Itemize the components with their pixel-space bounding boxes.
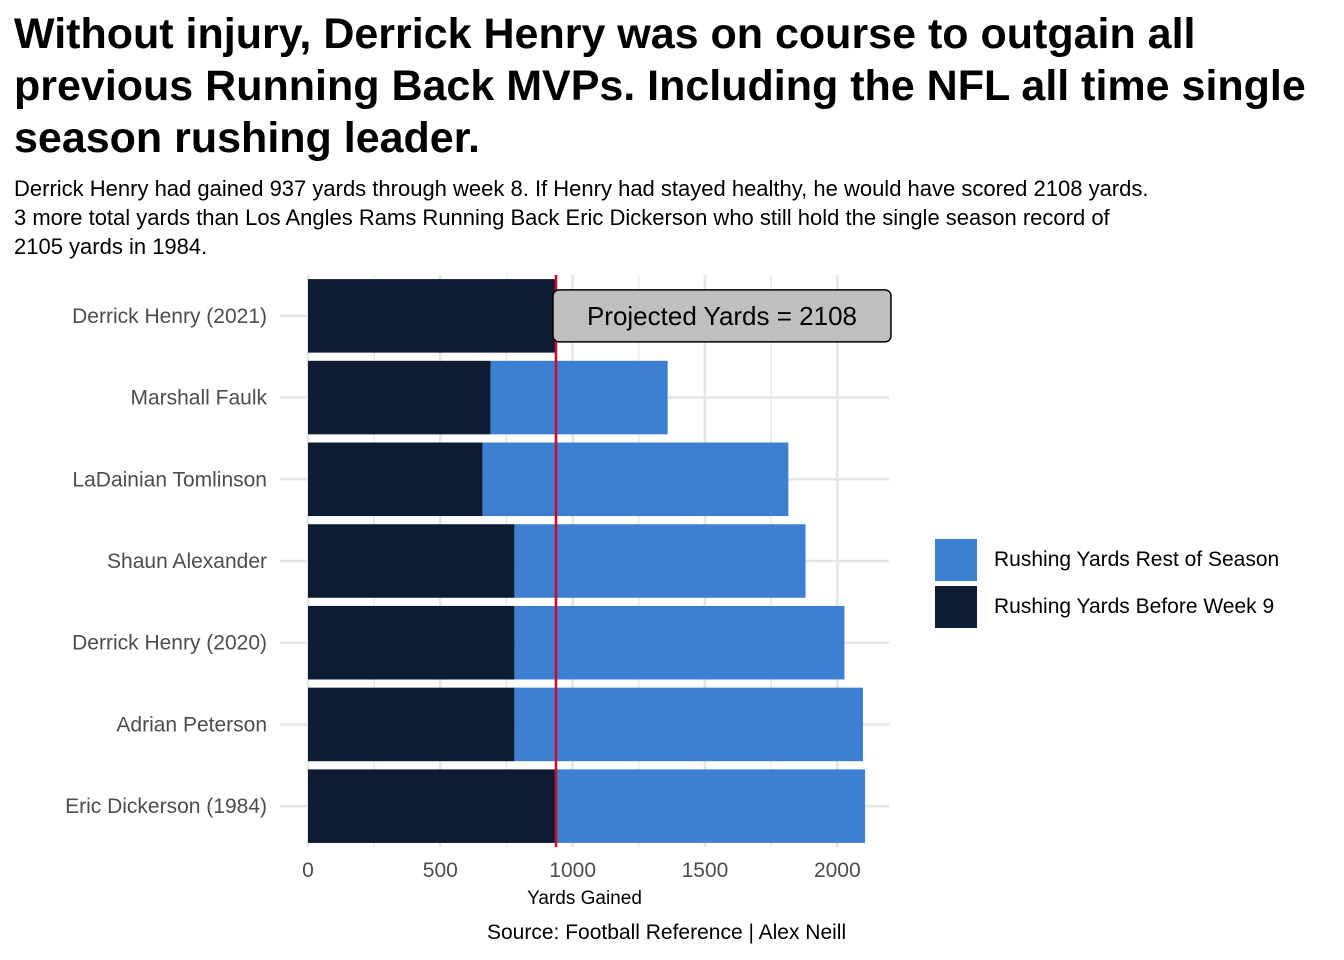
y-category-label: Derrick Henry (2021) bbox=[72, 305, 267, 328]
y-category-label: LaDainian Tomlinson bbox=[72, 468, 267, 491]
y-category-label: Marshall Faulk bbox=[130, 387, 267, 410]
bar-before-week-9 bbox=[308, 442, 483, 517]
chart-caption: Source: Football Reference | Alex Neill bbox=[487, 921, 847, 944]
bar-before-week-9 bbox=[308, 769, 556, 843]
bar-before-week-9 bbox=[308, 605, 515, 680]
y-category-label: Shaun Alexander bbox=[107, 550, 267, 573]
annotation-text: Projected Yards = 2108 bbox=[587, 301, 857, 331]
legend-swatch-before bbox=[935, 585, 977, 628]
bar-rest-of-season bbox=[490, 360, 668, 435]
legend-label-before: Rushing Yards Before Week 9 bbox=[994, 594, 1275, 618]
reference-layer: Projected Yards = 2108 bbox=[552, 275, 892, 847]
bar-before-week-9 bbox=[308, 279, 556, 353]
bar-rest-of-season bbox=[514, 605, 845, 680]
x-tick-label: 1000 bbox=[549, 859, 596, 882]
bar-before-week-9 bbox=[308, 360, 491, 435]
x-axis-title: Yards Gained bbox=[527, 888, 642, 909]
x-tick-label: 500 bbox=[423, 859, 458, 882]
bar-rest-of-season bbox=[514, 524, 806, 598]
bar-before-week-9 bbox=[308, 524, 515, 598]
y-category-label: Adrian Peterson bbox=[116, 713, 267, 736]
bar-rest-of-season bbox=[555, 769, 866, 843]
x-tick-label: 0 bbox=[302, 859, 314, 882]
y-category-label: Eric Dickerson (1984) bbox=[65, 795, 267, 818]
axis-labels: 0 500 1000 1500 2000 Derrick Henry (2021) Mars… bbox=[65, 305, 861, 909]
bar-rest-of-season bbox=[482, 442, 789, 517]
chart-subtitle: Derrick Henry had gained 937 yards throu… bbox=[14, 176, 1149, 259]
bars bbox=[308, 279, 866, 843]
legend-label-rest: Rushing Yards Rest of Season bbox=[994, 547, 1280, 571]
x-tick-label: 1500 bbox=[682, 859, 729, 882]
annotation-box bbox=[552, 289, 892, 343]
chart-title: Without injury, Derrick Henry was on cou… bbox=[14, 10, 1306, 162]
y-category-label: Derrick Henry (2020) bbox=[72, 632, 267, 655]
bar-rest-of-season bbox=[514, 687, 863, 762]
x-tick-label: 2000 bbox=[814, 859, 861, 882]
legend: Rushing Yards Rest of Season Rushing Yar… bbox=[935, 536, 1279, 630]
legend-item-before: Rushing Yards Before Week 9 bbox=[935, 583, 1279, 630]
bar-before-week-9 bbox=[308, 687, 515, 762]
legend-item-rest: Rushing Yards Rest of Season bbox=[935, 536, 1279, 583]
legend-swatch-rest bbox=[935, 538, 977, 581]
